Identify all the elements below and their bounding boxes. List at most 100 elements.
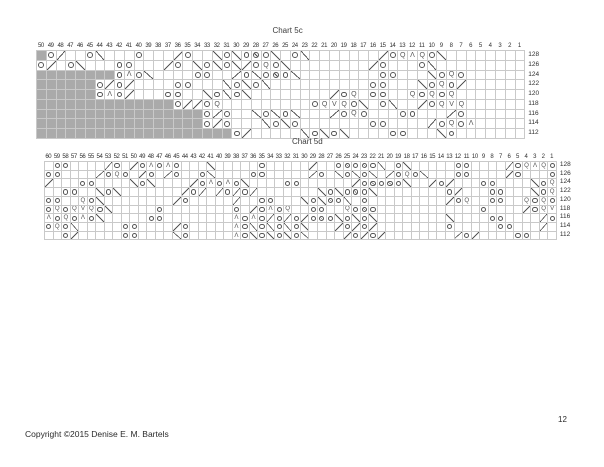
slip-stitch-icon: V [332,100,337,108]
chart-cell [300,119,311,130]
chart-cell [222,109,233,120]
chart-cell [215,162,225,171]
chart-cell [271,109,282,120]
chart-cell [343,223,353,232]
yarn-over-icon [233,81,240,88]
chart-cell [172,231,182,241]
chart-cell [522,223,532,232]
chart-cell [369,51,379,61]
right-decrease-icon [251,70,261,80]
chart-cell [378,90,389,100]
chart-cell: Λ [79,214,88,224]
left-decrease-icon [124,80,134,90]
chart-cell [310,119,321,130]
yarn-over-icon [259,224,265,230]
chart-cell [343,162,353,171]
chart-cell [232,129,243,139]
chart-cell [359,70,370,81]
yarn-over-icon [63,163,69,169]
chart-cell [266,231,276,241]
slip-stitch-icon: V [449,100,454,108]
chart-cell [155,223,165,232]
chart-cell [456,119,467,130]
no-stitch-cell [124,129,135,139]
chart-cell [505,162,515,171]
right-decrease-icon [388,99,398,109]
chart-cell [428,170,438,180]
chart-cell [95,90,106,100]
twisted-stitch-icon: Q [464,196,470,204]
yarn-over-icon [67,62,74,69]
chart-cell: Λ [232,214,242,224]
no-stitch-cell [193,119,204,130]
chart-cell [403,162,412,171]
chart-5c: Chart 5c 50 49 48 47 46 45 44 43 42 41 40 39 38 37 36 3… [36,25,539,139]
chart-cell [113,205,122,215]
chart-cell [309,179,318,189]
yarn-over-icon [380,62,387,69]
chart-cell [261,70,272,81]
chart-cell [539,170,549,180]
yarn-over-icon [319,172,325,178]
chart-cell [173,60,184,71]
chart-cell [241,162,250,171]
yarn-over-icon [253,81,260,88]
yarn-over-icon [361,180,367,186]
row-number: 122 [559,187,571,195]
chart-cell [394,170,404,180]
chart-cell [486,90,496,100]
chart-cell [411,179,421,189]
yarn-over-icon [136,71,142,78]
left-decrease-icon [232,70,242,80]
yarn-over-icon [140,180,146,186]
column-number: 35 [258,154,265,160]
yarn-over-icon [116,91,123,98]
column-number: 9 [439,43,443,49]
chart-cell [495,60,506,71]
chart-cell [198,162,208,171]
yarn-over-icon [214,91,221,98]
chart-cell [309,188,318,197]
column-number: 44 [181,154,188,160]
chart-cell [113,162,122,171]
chart-cell [447,109,457,120]
chart-cell [138,162,148,171]
chart-cell: Q [53,205,63,215]
right-decrease-icon [193,60,203,70]
chart-cell: Λ [147,162,156,171]
chart-cell [505,129,516,139]
chart-cell [329,80,340,91]
chart-cell [437,223,446,232]
yarn-over-icon [506,224,512,230]
chart-cell [466,80,477,91]
chart-cell [427,109,438,120]
chart-cell [154,80,164,91]
chart-cell [352,223,361,232]
twisted-stitch-icon: Q [63,214,69,222]
chart-cell [212,80,223,91]
column-number: 43 [190,154,197,160]
right-decrease-icon [300,196,309,205]
chart-cell [447,51,457,61]
no-stitch-cell [37,109,47,120]
left-decrease-icon [539,214,548,222]
left-decrease-icon [232,188,241,196]
column-number: 14 [389,43,396,49]
chart-cell [428,188,438,197]
left-decrease-icon [417,99,427,109]
right-decrease-icon [359,99,369,109]
twisted-stitch-icon: Q [344,205,350,213]
chart-cell [164,179,173,189]
chart-cell [318,231,327,241]
chart-cell [138,179,148,189]
row-number: 116 [559,213,571,221]
left-decrease-icon [471,231,480,240]
chart-cell [79,179,88,189]
yarn-over-icon [157,215,163,221]
column-number: 47 [67,43,74,49]
chart-cell [53,179,63,189]
chart-cell [476,109,487,120]
chart-cell [261,90,272,100]
chart-cell [207,214,216,224]
